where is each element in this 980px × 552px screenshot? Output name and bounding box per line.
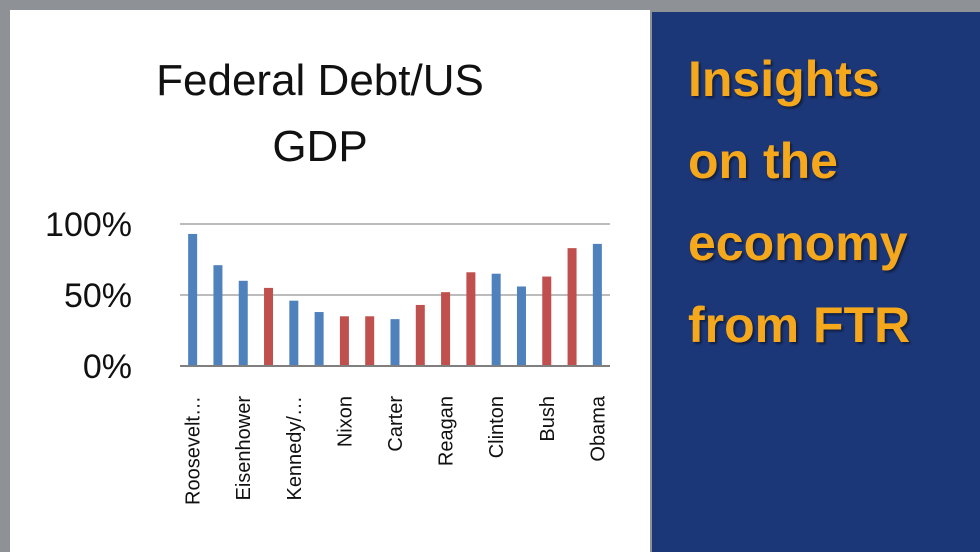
bar	[592, 243, 602, 366]
x-category-label: Reagan	[436, 396, 458, 466]
x-category-label: Bush	[537, 396, 559, 442]
x-category-label: Obama	[587, 395, 609, 461]
x-category-label: Eisenhower	[233, 396, 255, 501]
y-tick-label: 0%	[83, 348, 132, 386]
promo-line-4: from FTR	[688, 297, 911, 353]
chart-title-line-1: Federal Debt/US	[156, 56, 484, 105]
bar	[466, 272, 476, 366]
bar	[567, 248, 577, 366]
bar	[213, 265, 223, 366]
bar	[491, 273, 501, 366]
chart-title-line-2: GDP	[272, 122, 368, 171]
bar	[390, 319, 400, 366]
promo-panel: Insights on the economy from FTR	[652, 12, 980, 552]
x-category-label: Carter	[385, 396, 407, 452]
bar	[289, 300, 299, 366]
promo-line-3: economy	[688, 215, 908, 271]
bar	[516, 286, 526, 366]
x-category-label: Clinton	[486, 396, 508, 458]
promo-headline: Insights on the economy from FTR	[688, 38, 978, 366]
x-category-label: Roosevelt…	[183, 396, 205, 505]
bar	[314, 312, 324, 366]
bar	[264, 287, 274, 366]
bar	[415, 304, 425, 366]
y-tick-label: 50%	[64, 277, 132, 315]
bar	[188, 233, 198, 366]
y-tick-label: 100%	[45, 206, 132, 244]
chart-title: Federal Debt/US GDP	[10, 48, 630, 180]
bar	[365, 316, 375, 366]
promo-line-1: Insights	[688, 51, 880, 107]
x-category-label: Kennedy/…	[284, 396, 306, 501]
promo-line-2: on the	[688, 133, 838, 189]
bar	[542, 276, 552, 366]
bar	[339, 316, 349, 366]
bar-chart: 0% 50% 100% Roosevelt… Eisenhower Kennedy/… Ni…	[45, 206, 610, 505]
bar	[238, 280, 248, 366]
x-category-label: Nixon	[334, 396, 356, 447]
bar	[441, 292, 451, 366]
